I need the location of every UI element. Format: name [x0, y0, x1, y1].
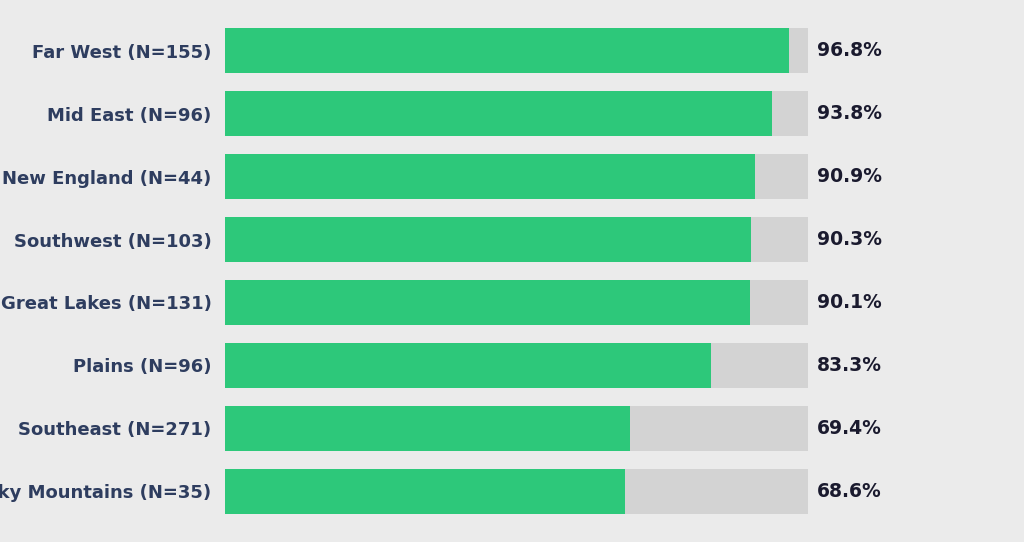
Bar: [225, 91, 772, 137]
Bar: [225, 28, 808, 74]
Text: 90.3%: 90.3%: [817, 230, 882, 249]
Text: 68.6%: 68.6%: [817, 482, 882, 501]
Bar: [225, 154, 755, 199]
Bar: [225, 343, 711, 388]
Text: 96.8%: 96.8%: [817, 41, 882, 60]
Text: 90.1%: 90.1%: [817, 293, 882, 312]
Text: 93.8%: 93.8%: [817, 104, 882, 123]
Bar: [225, 28, 790, 74]
Bar: [225, 468, 808, 514]
Bar: [225, 280, 808, 325]
Text: 69.4%: 69.4%: [817, 419, 882, 438]
Bar: [225, 154, 808, 199]
Bar: [225, 217, 752, 262]
Bar: [225, 468, 625, 514]
Bar: [225, 91, 808, 137]
Bar: [225, 217, 808, 262]
Bar: [225, 405, 808, 451]
Text: 83.3%: 83.3%: [817, 356, 882, 375]
Bar: [225, 343, 808, 388]
Text: 90.9%: 90.9%: [817, 167, 882, 186]
Bar: [225, 280, 751, 325]
Bar: [225, 405, 630, 451]
